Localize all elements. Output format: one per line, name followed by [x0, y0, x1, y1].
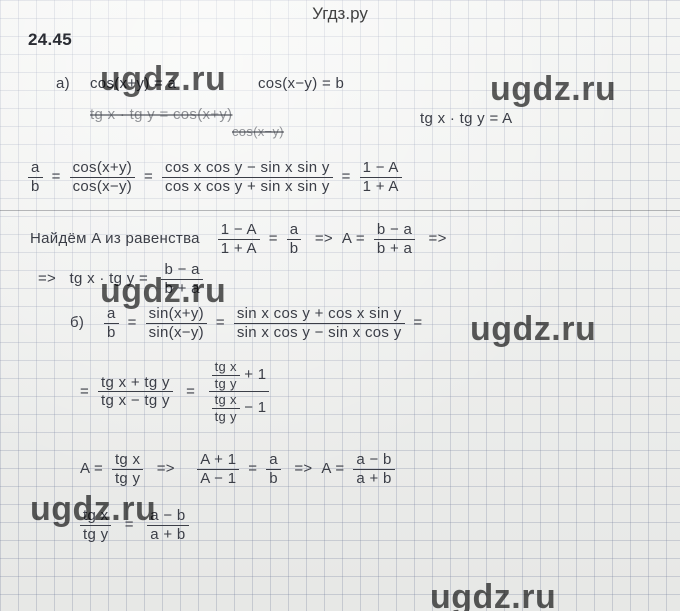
b-A-eq-r: a b: [266, 452, 281, 487]
b-final-r-num: a − b: [147, 508, 188, 524]
a-A-value-den: b + a: [374, 241, 415, 257]
b-A-def-num: tg x: [112, 452, 143, 468]
a-result: => tg x · tg y = b − a b + a: [38, 262, 203, 297]
b-nested-num-frac: tg x tg y: [212, 360, 240, 390]
b-A-def: A = tg x tg y => A + 1 A − 1 = a b => A …: [80, 452, 395, 487]
b-A-def-den: tg y: [112, 471, 143, 487]
a-chain-lhs: a b: [28, 160, 43, 195]
a-findA-right: a b: [287, 222, 302, 257]
b-chain-1: a b = sin(x+y) sin(x−y) = sin x cos y + …: [104, 306, 423, 341]
b-nested-den: tg x tg y − 1: [209, 393, 270, 423]
b-nested-num: tg x tg y + 1: [209, 360, 270, 390]
a-chain-s1-den: cos(x−y): [70, 179, 136, 195]
a-findA-left-num: 1 − A: [218, 222, 260, 238]
b-A-eq-l: A + 1 A − 1: [197, 452, 239, 487]
b-A-res: a − b a + b: [353, 452, 394, 487]
b-s1-num: sin(x+y): [146, 306, 207, 322]
a-chain-s2-num: cos x cos y − sin x sin y: [162, 160, 333, 176]
a-chain-s1-num: cos(x+y): [70, 160, 136, 176]
problem-number: 24.45: [28, 30, 72, 50]
b-nested-frac: tg x tg y + 1 tg x tg y − 1: [209, 360, 270, 424]
a-chain-s3-num: 1 − A: [360, 160, 402, 176]
b-A-def-frac: tg x tg y: [112, 452, 143, 487]
a-crossed-line: tg x · tg y = cos(x+y): [90, 106, 232, 123]
b-tg-den: tg x − tg y: [98, 393, 173, 409]
a-findA-right-num: a: [287, 222, 302, 238]
b-plus1: + 1: [244, 366, 266, 383]
b-A-eq-r-den: b: [266, 471, 281, 487]
b-minus1: − 1: [244, 399, 266, 416]
page-root: Угдз.ру 24.45 a) cos(x+y) = a cos(x−y) =…: [0, 0, 680, 611]
b-lhs-num: a: [104, 306, 119, 322]
a-chain-s3-den: 1 + A: [360, 179, 402, 195]
a-define-A: tg x · tg y = A: [420, 110, 512, 127]
a-given-1: cos(x+y) = a: [90, 75, 176, 92]
b-tg-frac: tg x + tg y tg x − tg y: [98, 375, 173, 410]
b-final-l-den: tg y: [80, 527, 111, 543]
b-s2-den: sin x cos y − sin x cos y: [234, 325, 405, 341]
a-result-lhs: tg x · tg y =: [70, 270, 149, 287]
b-A-eq-r-num: a: [266, 452, 281, 468]
a-A-value: b − a b + a: [374, 222, 415, 257]
fold-line: [0, 210, 680, 211]
b-final-r-den: a + b: [147, 527, 188, 543]
b-final-l-num: tg x: [80, 508, 111, 524]
b-nested-den-frac: tg x tg y: [212, 393, 240, 423]
b-s1: sin(x+y) sin(x−y): [146, 306, 207, 341]
b-s2: sin x cos y + cos x sin y sin x cos y − …: [234, 306, 405, 341]
b-final: tg x tg y = a − b a + b: [80, 508, 189, 543]
a-crossed-den: cos(x−y): [232, 124, 284, 139]
b-lhs: a b: [104, 306, 119, 341]
b-A-res-num: a − b: [353, 452, 394, 468]
b-lhs-den: b: [104, 325, 119, 341]
b-tg-num: tg x + tg y: [98, 375, 173, 391]
a-A-value-num: b − a: [374, 222, 415, 238]
a-chain-lhs-den: b: [28, 179, 43, 195]
part-a-label: a): [56, 75, 70, 92]
b-A-eq-l-den: A − 1: [197, 471, 239, 487]
a-crossed-text: tg x · tg y = cos(x+y): [90, 106, 232, 123]
a-find-A-text: Найдём A из равенства: [30, 230, 200, 247]
b-nd-n: tg x: [212, 393, 240, 407]
b-A-res-den: a + b: [353, 471, 394, 487]
a-findA-left: 1 − A 1 + A: [218, 222, 260, 257]
b-A-eq-l-num: A + 1: [197, 452, 239, 468]
b-final-l: tg x tg y: [80, 508, 111, 543]
b-final-r: a − b a + b: [147, 508, 188, 543]
a-find-A: Найдём A из равенства 1 − A 1 + A = a b …: [30, 222, 447, 257]
a-result-num: b − a: [161, 262, 202, 278]
b-nn-d: tg y: [212, 377, 240, 391]
b-chain-2: = tg x + tg y tg x − tg y = tg x tg y + …: [80, 360, 269, 424]
a-chain-s2-den: cos x cos y + sin x sin y: [162, 179, 333, 195]
a-result-den: b + a: [161, 281, 202, 297]
a-result-frac: b − a b + a: [161, 262, 202, 297]
a-chain-s3: 1 − A 1 + A: [360, 160, 402, 195]
a-chain-s2: cos x cos y − sin x sin y cos x cos y + …: [162, 160, 333, 195]
content-layer: 24.45 a) cos(x+y) = a cos(x−y) = b tg x …: [0, 0, 680, 611]
a-given-2: cos(x−y) = b: [258, 75, 344, 92]
a-chain: a b = cos(x+y) cos(x−y) = cos x cos y − …: [28, 160, 402, 195]
b-s2-num: sin x cos y + cos x sin y: [234, 306, 405, 322]
a-findA-left-den: 1 + A: [218, 241, 260, 257]
b-nd-d: tg y: [212, 410, 240, 424]
a-chain-lhs-num: a: [28, 160, 43, 176]
a-chain-s1: cos(x+y) cos(x−y): [70, 160, 136, 195]
part-b-label: б): [70, 314, 84, 331]
b-nn-n: tg x: [212, 360, 240, 374]
a-findA-right-den: b: [287, 241, 302, 257]
b-s1-den: sin(x−y): [146, 325, 207, 341]
